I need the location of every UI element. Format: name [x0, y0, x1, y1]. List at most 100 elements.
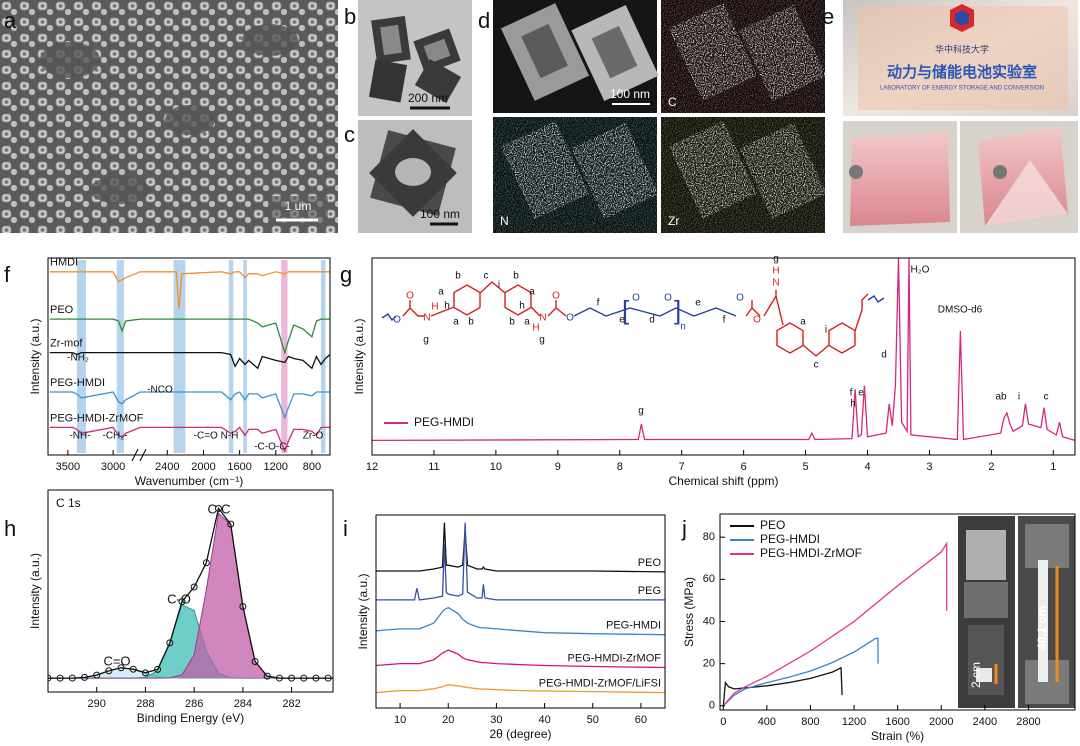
annotation: -CH₂-	[103, 431, 128, 442]
annotation: DMSO-d6	[938, 305, 983, 316]
series-line	[372, 258, 1075, 442]
scale-label: 100 nm	[610, 87, 650, 101]
y-tick-label: 80	[703, 531, 715, 543]
x-tick-label: 2400	[973, 716, 997, 728]
annotation: -C=O N-H	[194, 431, 239, 442]
bond	[802, 344, 830, 357]
map-label: C	[668, 95, 677, 109]
structure-label: i	[825, 325, 827, 336]
x-tick-label: 2000	[929, 716, 953, 728]
structure-label: n	[680, 322, 686, 333]
structure-label: a	[529, 287, 535, 298]
bond	[381, 313, 397, 322]
legend-label: PEO	[638, 557, 662, 569]
x-tick-label: 12	[366, 461, 378, 473]
x-axis-label: Strain (%)	[871, 729, 924, 743]
legend-label: PEG-HMDI	[606, 620, 661, 632]
y-axis-label: Intensity (a.u.)	[28, 553, 42, 629]
data-point	[288, 674, 296, 682]
bond	[530, 306, 541, 317]
legend-label: PEG-HMDI-ZrMOF/LiFSI	[539, 677, 661, 689]
data-point	[300, 674, 308, 682]
annotation: e	[858, 388, 864, 399]
ring	[776, 322, 804, 354]
annotation: -NH-	[69, 431, 90, 442]
x-tick-label: 3500	[56, 461, 80, 473]
annotation: H₂O	[911, 265, 930, 276]
axes-frame	[371, 257, 1076, 456]
x-tick-label: 1	[1050, 461, 1056, 473]
x-tick-label: 30	[490, 714, 502, 726]
panel-label: j	[681, 516, 687, 541]
bond	[430, 306, 455, 317]
x-axis-label: Binding Energy (eV)	[137, 711, 244, 725]
bracket: [	[622, 295, 630, 325]
series-line	[48, 507, 333, 679]
legend-label: PEG-HMDI	[414, 415, 474, 429]
x-tick-label: 284	[234, 698, 252, 710]
plot-area	[722, 541, 948, 707]
ring	[504, 284, 532, 316]
x-tick-label: 6	[741, 461, 747, 473]
data-point	[190, 583, 198, 591]
legend-label: PEG-HMDI	[50, 377, 105, 389]
annotation: c	[1044, 392, 1049, 403]
data-point	[324, 674, 332, 682]
data-point	[251, 658, 259, 666]
x-tick-label: 5	[803, 461, 809, 473]
legend-label: PEG-HMDI-ZrMOF	[760, 546, 862, 560]
x-tick-label: 1600	[227, 461, 251, 473]
data-point	[93, 671, 101, 679]
series-line	[48, 512, 333, 679]
plot-area	[49, 260, 330, 453]
band	[173, 260, 186, 453]
x-tick-label: 3000	[101, 461, 125, 473]
structure-label: d	[649, 315, 655, 326]
structure-label: O	[393, 315, 401, 326]
bond	[763, 290, 777, 317]
panel-label: e	[822, 4, 834, 29]
structure-label: c	[484, 271, 489, 282]
structure-label: H	[532, 323, 539, 334]
map-label: Zr	[668, 214, 679, 228]
panel-label: f	[4, 262, 11, 287]
x-tick-label: 4	[864, 461, 870, 473]
chart-title: C 1s	[56, 496, 81, 510]
bond	[775, 295, 784, 326]
area	[48, 604, 333, 679]
x-tick-label: 800	[303, 461, 321, 473]
tem-image: 200 nm 100 nm	[358, 0, 472, 233]
x-tick-label: 800	[801, 716, 819, 728]
structure-label: a	[800, 317, 806, 328]
annotation: -NCO	[147, 385, 173, 396]
annotation: -NH₂	[67, 353, 89, 364]
structure-label: N	[539, 313, 546, 324]
structure-label: f	[597, 298, 600, 309]
structure-label: g	[539, 335, 545, 346]
x-tick-label: 1200	[842, 716, 866, 728]
structure-label: a	[524, 317, 530, 328]
series-line	[376, 522, 665, 573]
series-line	[722, 637, 879, 707]
panel-label: g	[340, 262, 352, 287]
structure-label: O	[632, 293, 640, 304]
panel-label: h	[4, 516, 16, 541]
x-tick-label: 11	[428, 461, 439, 473]
y-tick-label: 0	[709, 700, 715, 712]
data-point	[154, 665, 162, 673]
legend-label: HMDI	[50, 257, 78, 269]
annotation: i	[1018, 392, 1020, 403]
x-tick-label: 282	[282, 698, 300, 710]
series-line	[376, 522, 665, 601]
scale-label: 200 nm	[408, 91, 448, 105]
x-tick-label: 7	[679, 461, 685, 473]
bond	[402, 306, 425, 317]
x-tick-label: 2400	[155, 461, 179, 473]
structure-label: b	[513, 271, 519, 282]
x-tick-label: 1200	[264, 461, 288, 473]
structure-label: O	[664, 293, 672, 304]
annotation: C-O	[167, 591, 191, 606]
structure-label: e	[695, 298, 701, 309]
x-tick-label: 8	[617, 461, 623, 473]
structure-label: O	[566, 313, 574, 324]
